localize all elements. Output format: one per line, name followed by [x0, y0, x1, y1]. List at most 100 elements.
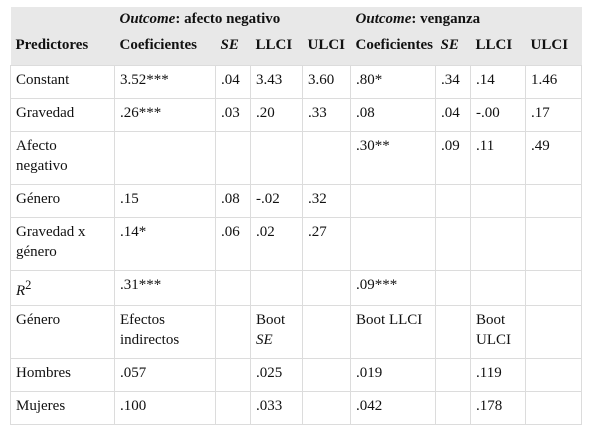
table-cell	[302, 358, 352, 392]
table-cell	[215, 358, 251, 392]
table-cell: .33	[302, 98, 352, 132]
table-cell: .11	[470, 131, 527, 185]
table-cell	[470, 184, 527, 218]
table-cell	[435, 184, 472, 218]
table-row: Gravedad .26*** .03 .20 .33 .08 .04 -.00…	[10, 98, 583, 132]
se-text: SE	[256, 332, 273, 348]
table-cell: .042	[350, 391, 437, 425]
table-cell: Gravedad x género	[10, 217, 115, 271]
table-cell: 3.60	[302, 65, 352, 99]
outcome-afecto-text: : afecto negativo	[175, 11, 281, 27]
table-cell: .30**	[350, 131, 437, 185]
table-cell: .057	[114, 358, 216, 392]
column-header: SE	[215, 31, 251, 66]
table-cell	[435, 358, 472, 392]
table-cell	[302, 391, 352, 425]
table-cell	[350, 184, 437, 218]
outcome-venganza-text: : venganza	[411, 11, 481, 27]
table-cell	[525, 391, 583, 425]
table-cell	[435, 305, 472, 359]
table-cell: .17	[525, 98, 583, 132]
table-cell: .019	[350, 358, 437, 392]
table-cell	[250, 131, 303, 185]
table-cell-boot-se: Boot SE	[250, 305, 303, 359]
table-cell: .34	[435, 65, 472, 99]
table-cell: .32	[302, 184, 352, 218]
table-cell	[525, 184, 583, 218]
table-row: Género .15 .08 -.02 .32	[10, 184, 583, 218]
table-cell	[525, 217, 583, 271]
table-cell: .49	[525, 131, 583, 185]
table-row: R2 .31*** .09***	[10, 270, 583, 306]
table-cell	[215, 270, 251, 306]
column-header: Coeficientes	[350, 31, 436, 66]
header-empty-cell	[10, 7, 115, 31]
table-cell: 3.43	[250, 65, 303, 99]
table-cell: .08	[350, 98, 437, 132]
table-cell: .08	[215, 184, 251, 218]
table-cell: Boot LLCI	[350, 305, 437, 359]
table-cell: Constant	[10, 65, 115, 99]
table-cell: Género	[10, 305, 115, 359]
table-cell: Boot ULCI	[470, 305, 527, 359]
column-header: LLCI	[470, 31, 526, 66]
table-cell: .033	[250, 391, 303, 425]
table-cell	[215, 391, 251, 425]
table-cell: Género	[10, 184, 115, 218]
table-cell: Mujeres	[10, 391, 115, 425]
table-cell: .02	[250, 217, 303, 271]
table-cell: .26***	[114, 98, 216, 132]
table-cell: .20	[250, 98, 303, 132]
table-row: Hombres .057 .025 .019 .119	[10, 358, 583, 392]
table-cell	[302, 131, 352, 185]
table-cell: .27	[302, 217, 352, 271]
table-cell: .14	[470, 65, 527, 99]
table-cell: .100	[114, 391, 216, 425]
table-cell: .06	[215, 217, 251, 271]
table-cell: -.00	[470, 98, 527, 132]
table-row: Afecto negativo .30** .09 .11 .49	[10, 131, 583, 185]
header-group-afecto: Outcome: afecto negativo	[114, 7, 351, 31]
header-group-venganza: Outcome: venganza	[350, 7, 582, 31]
table-cell	[215, 131, 251, 185]
column-header: ULCI	[302, 31, 351, 66]
table-cell: 3.52***	[114, 65, 216, 99]
table-cell: 1.46	[525, 65, 583, 99]
table-cell	[525, 305, 583, 359]
table-cell: .09***	[350, 270, 437, 306]
column-header: SE	[435, 31, 471, 66]
table-cell: Gravedad	[10, 98, 115, 132]
column-header: Predictores	[10, 31, 115, 66]
table-cell: .04	[435, 98, 472, 132]
table-cell: .15	[114, 184, 216, 218]
outcome-label: Outcome	[119, 11, 176, 27]
table-cell: Hombres	[10, 358, 115, 392]
table-cell	[470, 217, 527, 271]
table-cell: .14*	[114, 217, 216, 271]
table-cell	[250, 270, 303, 306]
table-cell: .31***	[114, 270, 216, 306]
table-cell: .09	[435, 131, 472, 185]
header-column-row: Predictores Coeficientes SE LLCI ULCI Co…	[10, 31, 582, 66]
table-row: Constant 3.52*** .04 3.43 3.60 .80* .34 …	[10, 65, 583, 99]
table-cell	[302, 270, 352, 306]
table-cell: Afecto negativo	[10, 131, 115, 185]
header-group-row: Outcome: afecto negativo Outcome: vengan…	[10, 7, 582, 31]
table-cell: .04	[215, 65, 251, 99]
table-cell	[114, 131, 216, 185]
table-cell-r-squared: R2	[10, 270, 115, 306]
table-cell	[435, 270, 472, 306]
table-row: Mujeres .100 .033 .042 .178	[10, 391, 583, 425]
table-cell	[470, 270, 527, 306]
table-cell: .025	[250, 358, 303, 392]
table-cell: -.02	[250, 184, 303, 218]
column-header: LLCI	[250, 31, 303, 66]
table-cell	[302, 305, 352, 359]
table-cell: .80*	[350, 65, 437, 99]
column-header: Coeficientes	[114, 31, 216, 66]
outcome-label: Outcome	[355, 11, 412, 27]
results-table: Outcome: afecto negativo Outcome: vengan…	[10, 7, 583, 425]
r-superscript: 2	[25, 278, 32, 292]
table-cell	[525, 270, 583, 306]
table-cell: .178	[470, 391, 527, 425]
